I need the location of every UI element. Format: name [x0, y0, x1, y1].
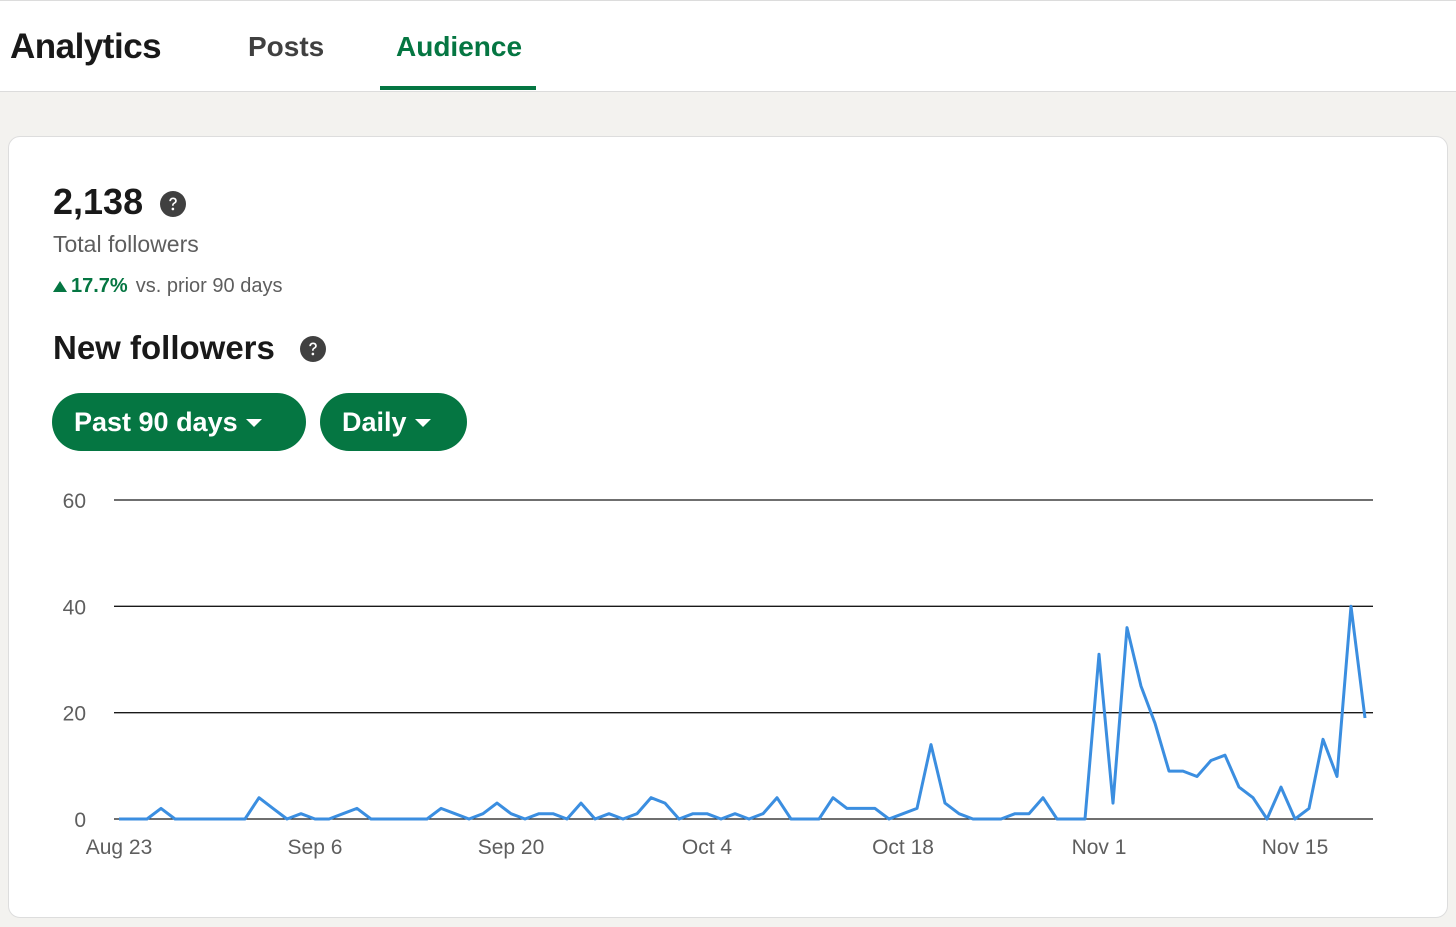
section-title-new-followers: New followers	[53, 329, 275, 366]
total-followers-count: 2,138	[53, 181, 144, 222]
top-navigation: Analytics Posts Audience	[0, 0, 1456, 92]
x-tick-label: Aug 23	[86, 836, 153, 859]
series-line-new-followers	[119, 604, 1367, 821]
caret-down-icon	[414, 419, 431, 427]
caret-down-icon	[245, 419, 262, 427]
x-tick-label: Sep 20	[478, 836, 545, 859]
trend-up-icon	[53, 281, 67, 292]
help-icon[interactable]	[300, 336, 326, 362]
time-range-dropdown[interactable]: Past 90 days	[52, 393, 306, 451]
new-followers-chart: 0 20 40 60 Aug 23 Sep 6 Sep 20 Oct 4 Oct 18 Nov 1…	[63, 490, 1373, 859]
followers-change: 17.7% vs. prior 90 days	[53, 275, 282, 298]
y-tick-label: 60	[63, 490, 86, 513]
y-tick-label: 40	[63, 596, 86, 619]
tab-posts[interactable]: Posts	[248, 31, 325, 62]
interval-dropdown[interactable]: Daily	[320, 393, 467, 451]
x-tick-label: Sep 6	[288, 836, 343, 859]
active-tab-indicator	[380, 86, 536, 90]
change-comparison-text: vs. prior 90 days	[135, 275, 283, 297]
interval-label: Daily	[342, 406, 407, 437]
x-tick-label: Nov 1	[1072, 836, 1127, 859]
x-tick-label: Oct 4	[682, 836, 733, 859]
y-tick-label: 0	[74, 809, 86, 832]
total-followers-label: Total followers	[53, 231, 199, 257]
y-tick-label: 20	[63, 703, 86, 726]
time-range-label: Past 90 days	[74, 406, 238, 437]
x-tick-label: Nov 15	[1262, 836, 1329, 859]
help-icon[interactable]	[160, 191, 186, 217]
x-tick-label: Oct 18	[872, 836, 934, 859]
audience-card: 2,138 Total followers 17.7% vs. prior 90…	[8, 136, 1448, 918]
tab-audience[interactable]: Audience	[396, 31, 523, 62]
page-title: Analytics	[10, 27, 162, 66]
change-percentage: 17.7%	[71, 275, 128, 297]
